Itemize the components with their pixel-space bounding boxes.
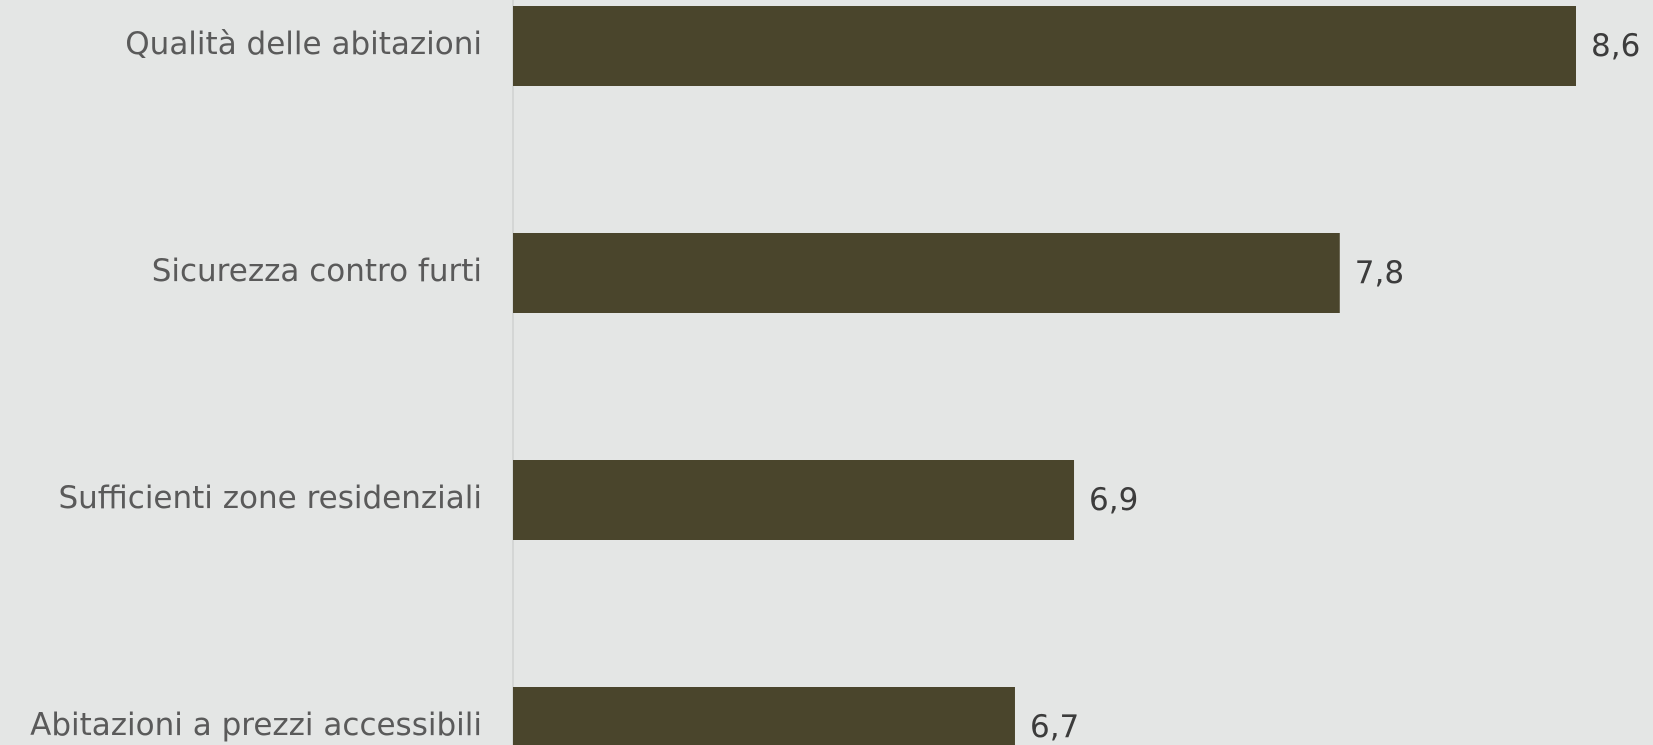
bar xyxy=(513,687,1015,745)
bar-value-label: 7,8 xyxy=(1355,255,1404,291)
category-label: Sufficienti zone residenziali xyxy=(58,480,482,516)
category-labels-group: Qualità delle abitazioni Sicurezza contro… xyxy=(30,26,482,743)
value-labels-group: 8,6 7,8 6,9 6,7 xyxy=(1030,28,1640,745)
bar-value-label: 6,9 xyxy=(1089,482,1138,518)
bar xyxy=(513,6,1576,86)
bars-group xyxy=(513,6,1576,745)
bar xyxy=(513,460,1075,540)
bar-value-label: 8,6 xyxy=(1591,28,1640,64)
category-label: Abitazioni a prezzi accessibili xyxy=(30,707,482,743)
bar-value-label: 6,7 xyxy=(1030,709,1079,745)
category-label: Sicurezza contro furti xyxy=(152,253,482,289)
category-label: Qualità delle abitazioni xyxy=(125,26,482,62)
bar xyxy=(513,233,1340,313)
